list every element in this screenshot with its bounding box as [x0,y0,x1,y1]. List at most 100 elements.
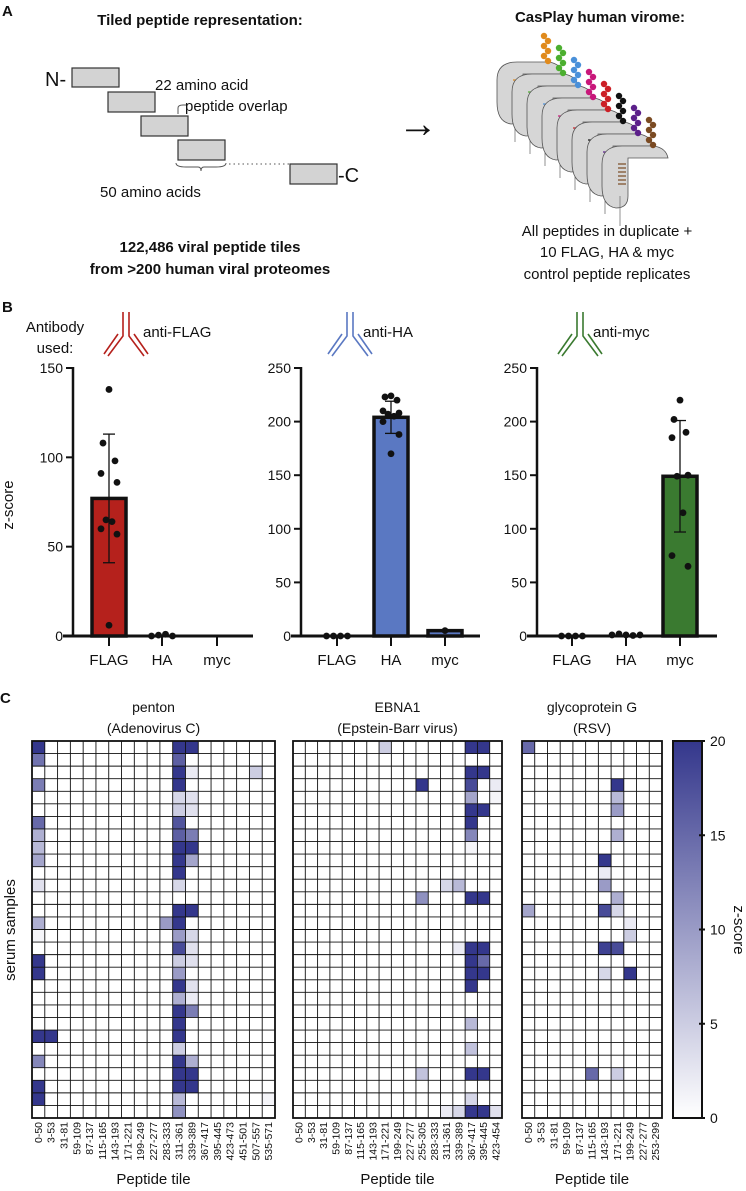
heatmap-cell [172,816,186,829]
peptide-tile-box [289,163,338,185]
heatmap-cell [172,741,186,754]
antibody-light-chain [327,333,373,355]
tile-label: 59-109 [71,1122,83,1155]
antibody-heavy-chain [561,312,599,357]
heatmap-subtitle: (Epstein-Barr virus) [337,720,458,736]
heatmap-cell [172,1042,186,1056]
peptide-bead [559,49,567,57]
tile-label: 87-137 [84,1122,96,1155]
colorbar-label: z-score [730,905,746,954]
peptide-tile-box [107,91,156,113]
peptide-bead [600,80,608,88]
heatmap-cell [32,816,45,829]
colorbar-tick-label: 15 [710,827,726,843]
y-tick-label: 50 [47,539,63,555]
heatmap-cell [172,1105,186,1118]
heatmap-cell [598,879,612,892]
tile-label: 143-193 [367,1122,379,1161]
heatmap-cell [185,803,199,817]
peptide-bead [544,57,552,65]
y-tick-label: 250 [268,360,292,376]
data-point [111,457,119,465]
data-point [668,552,676,559]
peptide-bead [645,136,653,144]
heatmap-cell [611,891,624,905]
tile-label: 253-299 [650,1122,662,1161]
heatmap-cell [185,904,199,917]
peptide-bead [615,112,623,120]
heatmap-cell [598,866,612,880]
peptide-bead [589,83,597,91]
x-tick-label: myc [203,652,231,669]
tile-label: 395-445 [478,1122,490,1161]
tile-label: 507-557 [250,1122,262,1161]
heatmap-cell [185,1004,199,1018]
heatmap-cell [477,891,490,905]
panel-letter-a: A [2,3,13,20]
heatmap-cell [611,942,624,955]
antibody-light-chain [103,333,149,355]
peptide-bead [645,116,653,124]
tile-label: 59-109 [561,1122,573,1155]
heatmap-cell [185,741,199,754]
heatmap-cell [172,1055,186,1068]
heatmap-cell [172,954,186,968]
heatmap-cell [172,791,186,804]
bar-chart-anti-myc: anti-myc 0 50 100 150 200 250 FLAG HA myc [504,312,717,669]
heatmap-cell [585,1067,599,1081]
data-point [684,562,692,570]
heatmap-cell [32,1092,45,1106]
tile-label: 199-249 [625,1122,637,1161]
heatmap-cell [611,1067,624,1081]
casplay-line2: 10 FLAG, HA & myc [540,244,675,261]
tile-label: 0-50 [523,1122,535,1143]
peptide-bead [555,44,563,52]
colorbar: 0 5 10 15 20 z-score [672,733,746,1126]
heatmap-title: penton [132,699,175,715]
y-tick-label: 150 [268,467,292,483]
heatmap-cell [172,1092,186,1106]
heatmap-cell [185,766,199,779]
tile-label: 199-249 [392,1122,404,1161]
heatmap-cell [465,1092,478,1106]
heatmap-cell [172,778,186,792]
peptide-bead [585,78,593,86]
peptide-bead [540,42,548,50]
x-tick-label: FLAG [89,652,128,669]
tile-label: 451-501 [238,1122,250,1161]
heatmap-cell [32,1080,45,1093]
data-point [105,386,113,393]
heatmap-cell [465,1042,478,1056]
peptide-tile-box [140,115,189,137]
heatmap-cell [465,766,478,779]
bar-charts: anti-FLAG 0 50 100 150 FLAG HA myc anti-HA 0 50 100… [40,312,717,669]
heatmap-title: glycoprotein G [547,699,637,715]
casplay-library-illustration [496,32,669,226]
data-point [102,516,110,524]
heatmap-cell [452,1105,466,1118]
data-point [108,518,116,526]
summary-line2: from >200 human viral proteomes [90,261,331,278]
y-tick-label: 100 [40,449,64,465]
heatmap-cell [185,1067,199,1081]
peptide-bead [570,76,578,84]
tile-label: 143-193 [110,1122,122,1161]
peptide-bead [600,90,608,98]
data-point [113,530,121,538]
tile-label: 115-165 [587,1122,599,1160]
length-label: 50 amino acids [100,184,201,201]
peptide-tile-box [177,139,226,161]
heatmap-cell [477,954,490,968]
peptide-bead [570,56,578,64]
tile-label: 171-221 [612,1122,624,1161]
heatmap-EBNA1: EBNA1 (Epstein-Barr virus) 0-50 3-53 31-81 59… [292,699,503,1188]
colorbar-scale [672,740,703,1119]
heatmap-cell [611,791,624,804]
heatmap-cell [249,766,263,779]
heatmap-cell [598,942,612,955]
data-point [393,396,401,404]
x-tick-label: FLAG [317,652,356,669]
tile-label: 171-221 [122,1122,134,1161]
peptide-bead [589,73,597,81]
